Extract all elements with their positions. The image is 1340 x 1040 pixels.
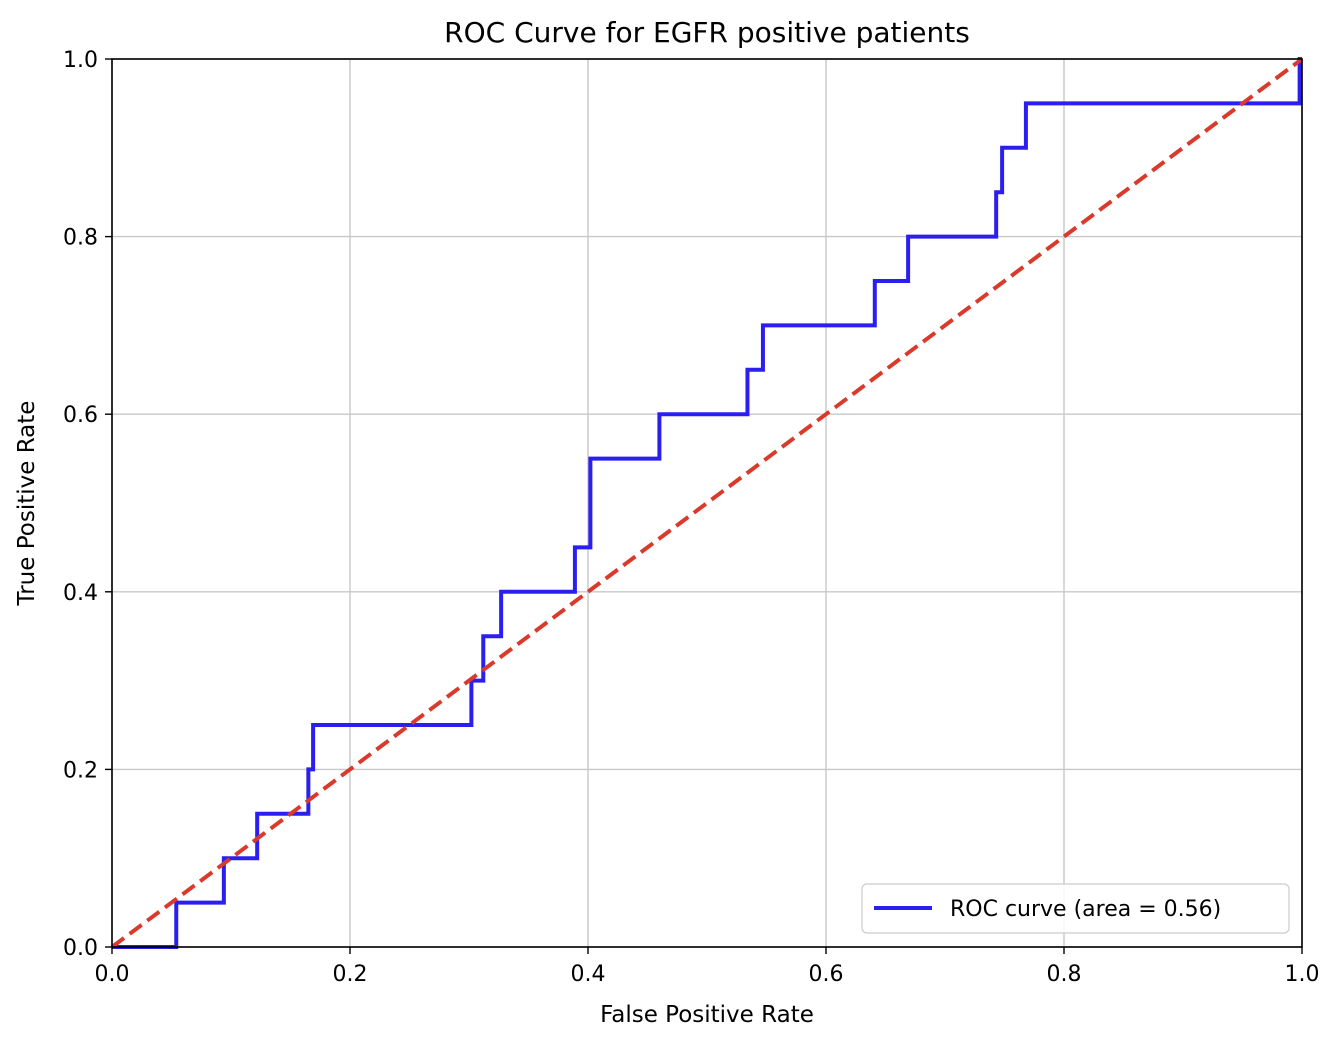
y-tick-label-5: 1.0 — [63, 48, 98, 73]
y-axis-label: True Positive Rate — [14, 401, 40, 607]
y-tick-label-1: 0.2 — [63, 758, 98, 783]
chance-diagonal-line — [110, 57, 1304, 949]
x-tick-label-3: 0.6 — [809, 962, 844, 987]
y-tick-label-2: 0.4 — [63, 581, 98, 606]
x-axis-label: False Positive Rate — [600, 1002, 814, 1028]
x-tick-label-1: 0.2 — [333, 962, 368, 987]
y-tick-label-4: 0.8 — [63, 226, 98, 251]
x-tick-label-0: 0.0 — [95, 962, 130, 987]
roc-curve-line — [112, 57, 1302, 949]
x-tick-label-4: 0.8 — [1047, 962, 1082, 987]
legend-label-roc-curve: ROC curve (area = 0.56) — [950, 897, 1221, 922]
x-axis-ticks: 0.0 0.2 0.4 0.6 0.8 1.0 — [95, 947, 1320, 987]
x-tick-label-2: 0.4 — [571, 962, 606, 987]
y-tick-label-0: 0.0 — [63, 936, 98, 961]
series-layer — [110, 57, 1304, 949]
y-tick-label-3: 0.6 — [63, 403, 98, 428]
plot-frame — [111, 58, 1303, 948]
x-tick-label-5: 1.0 — [1285, 962, 1320, 987]
chart-title: ROC Curve for EGFR positive patients — [444, 16, 970, 49]
legend-box — [861, 883, 1290, 934]
y-axis-ticks: 0.0 0.2 0.4 0.6 0.8 1.0 — [63, 48, 112, 961]
legend: ROC curve (area = 0.56) — [861, 883, 1290, 934]
